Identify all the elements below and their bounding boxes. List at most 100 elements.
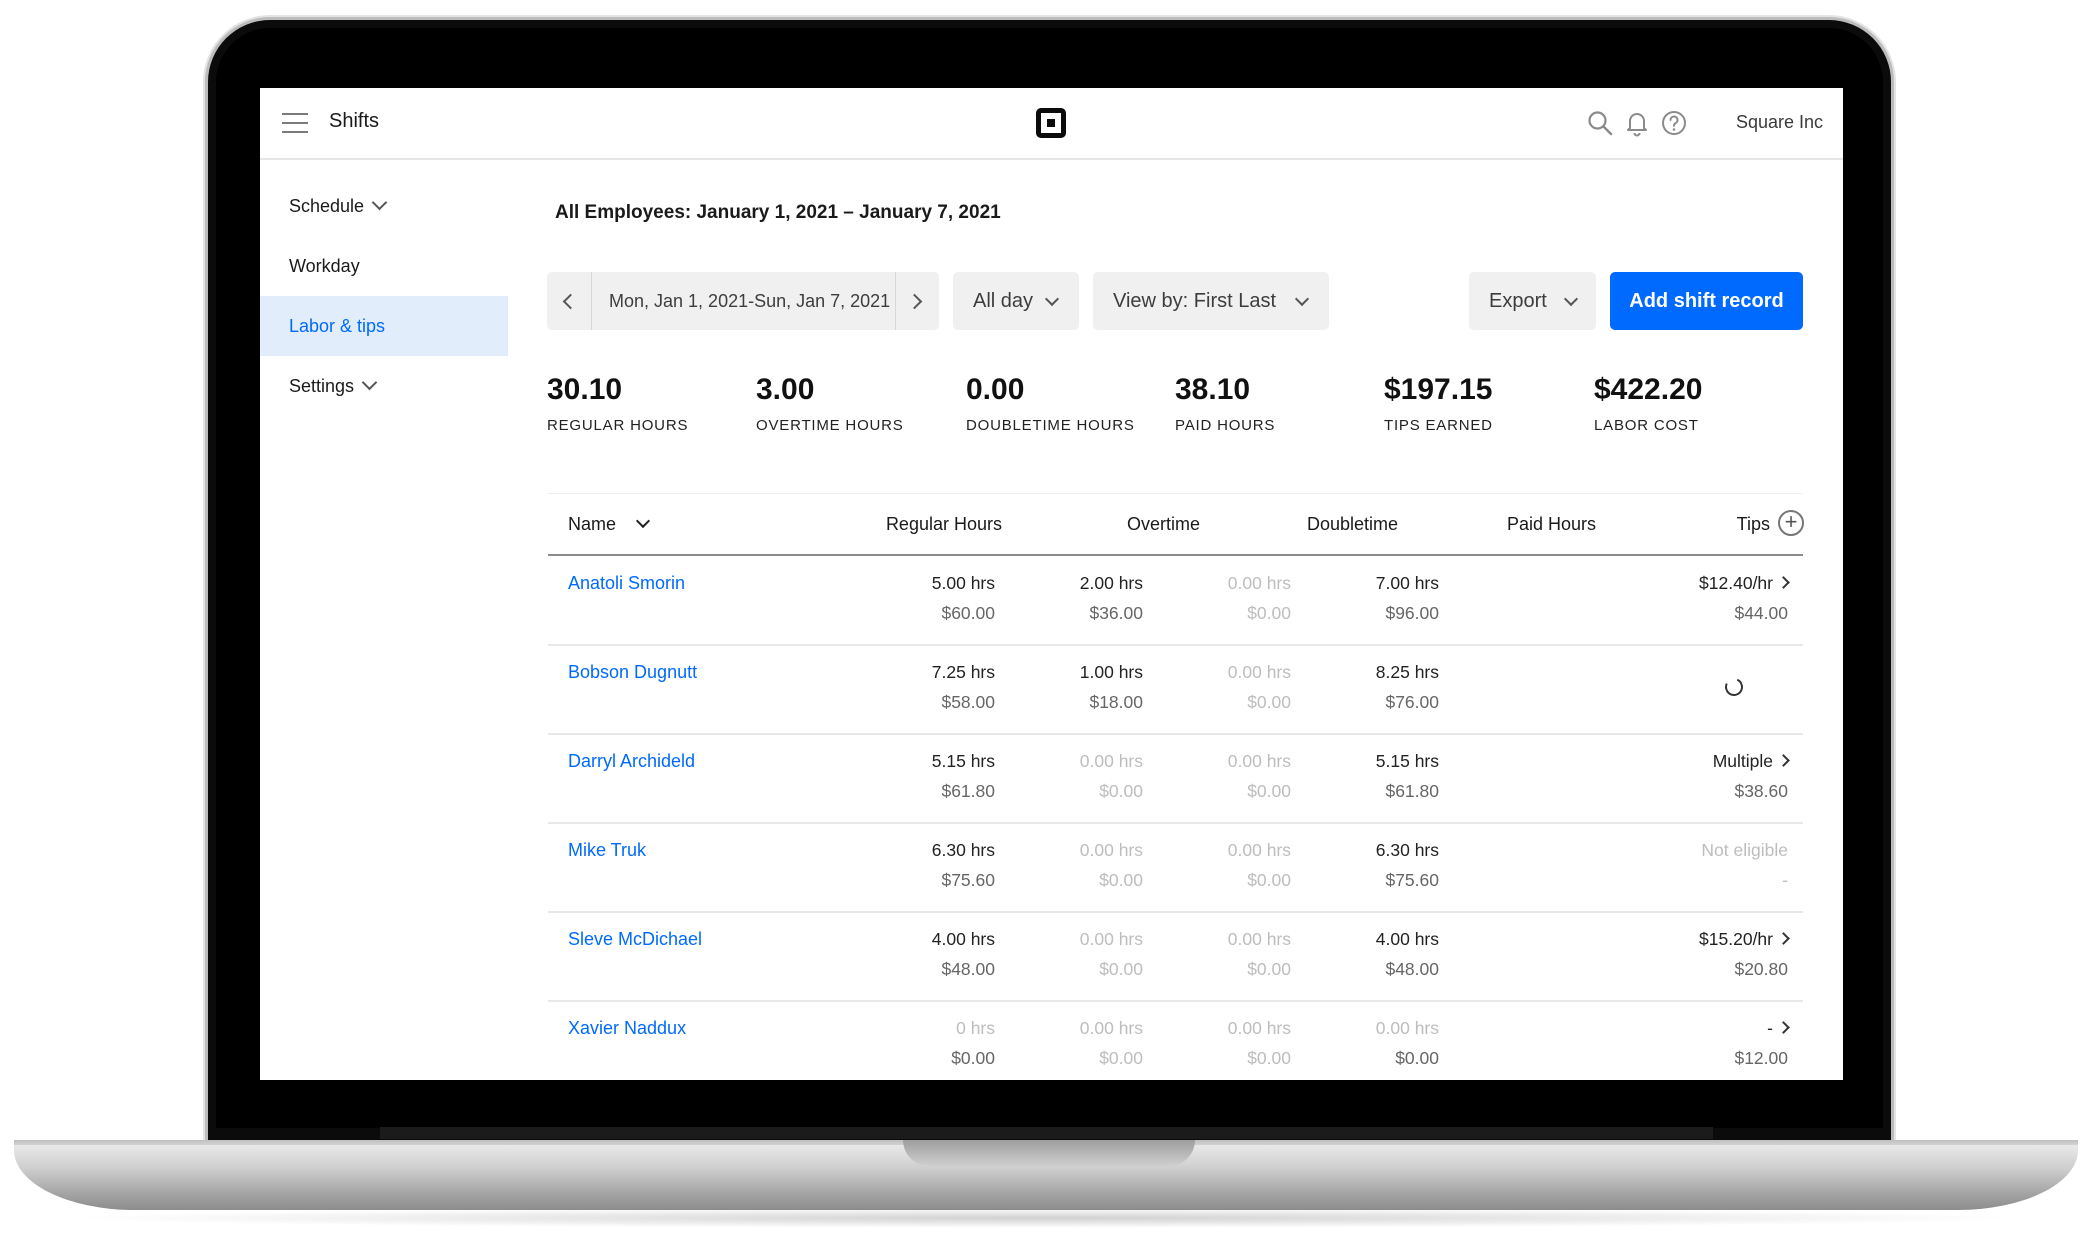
table-row[interactable]: Anatoli Smorin 5.00 hrs $60.00 2.00 hrs $36.… [548, 555, 1803, 646]
stat-value: $197.15 [1384, 373, 1493, 406]
cell-secondary-value: $75.60 [941, 870, 995, 890]
column-header-label: Name [568, 514, 617, 534]
cell-line-primary: 5.15 hrs [1376, 751, 1439, 772]
sidebar-item-schedule[interactable]: Schedule [260, 176, 508, 236]
column-header-doubletime[interactable]: Doubletime [1306, 514, 1398, 534]
square-logo-icon[interactable] [1036, 108, 1066, 138]
cell-secondary-value: $75.60 [1385, 870, 1439, 890]
employee-name-link[interactable]: Mike Truk [568, 840, 647, 860]
hamburger-icon[interactable] [282, 113, 308, 133]
cell-primary-value: 0.00 hrs [1079, 840, 1143, 860]
cell-line-primary: 0.00 hrs [1080, 840, 1143, 861]
cell-secondary-value: - [1782, 870, 1788, 890]
cell-primary-value: 5.00 hrs [931, 573, 995, 593]
cell-line-primary: 7.00 hrs [1376, 573, 1439, 594]
cell-primary-value: 0 hrs [956, 1018, 995, 1038]
stat-value: 0.00 [966, 373, 1025, 406]
employee-name-link[interactable]: Darryl Archideld [568, 751, 696, 771]
next-range-button[interactable] [895, 272, 939, 330]
cell-secondary-value: $0.00 [1247, 603, 1291, 623]
cell-primary-value: 6.30 hrs [931, 840, 995, 860]
cell-paid: 5.15 hrs $61.80 [1239, 733, 1439, 822]
sidebar-item-labor-tips[interactable]: Labor & tips [260, 296, 508, 356]
cell-primary-value: Multiple [1712, 751, 1773, 771]
cell-regular: 7.25 hrs $58.00 [795, 644, 995, 733]
cell-tips[interactable]: Not eligible - [1588, 822, 1788, 911]
add-shift-record-button[interactable]: Add shift record [1610, 272, 1803, 330]
organization-name[interactable]: Square Inc [1736, 112, 1824, 132]
cell-regular: 4.00 hrs $48.00 [795, 911, 995, 1000]
cell-regular: 6.30 hrs $75.60 [795, 822, 995, 911]
stat-value: 30.10 [547, 373, 623, 406]
cell-primary-value: 0.00 hrs [1227, 573, 1291, 593]
cell-primary-value: 0.00 hrs [1227, 751, 1291, 771]
cell-primary-value: 7.25 hrs [931, 662, 995, 682]
table-row[interactable]: Mike Truk 6.30 hrs $75.60 0.00 hrs $0.00 0.00… [548, 822, 1803, 913]
cell-tips[interactable]: $12.40/hr $44.00 [1588, 555, 1790, 644]
export-dropdown[interactable]: Export [1469, 272, 1596, 330]
cell-secondary-value: $36.00 [1089, 603, 1143, 623]
bell-icon[interactable] [1623, 109, 1651, 137]
chevron-right-icon [906, 293, 923, 310]
cell-tips[interactable]: - $12.00 [1588, 1000, 1790, 1080]
cell-paid: 0.00 hrs $0.00 [1239, 1000, 1439, 1080]
cell-secondary-value: $76.00 [1385, 692, 1439, 712]
cell-tips[interactable]: Multiple $38.60 [1588, 733, 1790, 822]
sidebar-item-settings[interactable]: Settings [260, 356, 508, 416]
cell-line-primary: $15.20/hr [1699, 929, 1790, 950]
cell-line-primary: 6.30 hrs [1376, 840, 1439, 861]
time-filter-dropdown[interactable]: All day [953, 272, 1079, 330]
cell-line-primary: Not eligible [1701, 840, 1788, 861]
cell-secondary-value: $0.00 [1247, 692, 1291, 712]
column-header-name[interactable]: Name [568, 494, 651, 554]
cell-overtime: 0.00 hrs $0.00 [943, 822, 1143, 911]
cell-primary-value: 0.00 hrs [1227, 1018, 1291, 1038]
cell-secondary-value: $0.00 [1395, 1048, 1439, 1068]
cell-tips[interactable]: $15.20/hr $20.80 [1588, 911, 1790, 1000]
cell-overtime: 2.00 hrs $36.00 [943, 555, 1143, 644]
column-header-overtime[interactable]: Overtime [1126, 514, 1200, 534]
table-row[interactable]: Bobson Dugnutt 7.25 hrs $58.00 1.00 hrs $18.… [548, 644, 1803, 735]
table-row[interactable]: Darryl Archideld 5.15 hrs $61.80 0.00 hrs $0… [548, 733, 1803, 824]
stat-tips-earned: $197.15 TIPS EARNED [1384, 373, 1493, 434]
stat-label: PAID HOURS [1175, 417, 1276, 434]
laptop-notch [903, 1140, 1195, 1166]
cell-primary-value: 0.00 hrs [1079, 929, 1143, 949]
chevron-down-icon [1563, 291, 1579, 307]
cell-line-primary: 7.25 hrs [932, 662, 995, 683]
view-by-dropdown[interactable]: View by: First Last [1093, 272, 1329, 330]
sidebar-item-label: Settings [289, 376, 355, 396]
employee-name-link[interactable]: Xavier Naddux [568, 1018, 687, 1038]
cell-paid: 4.00 hrs $48.00 [1239, 911, 1439, 1000]
column-header-tips[interactable]: Tips [1736, 514, 1770, 534]
employee-name-link[interactable]: Sleve McDichael [568, 929, 703, 949]
add-column-icon[interactable]: + [1778, 510, 1804, 536]
cell-paid: 7.00 hrs $96.00 [1239, 555, 1439, 644]
stat-labor-cost: $422.20 LABOR COST [1594, 373, 1702, 434]
table-row[interactable]: Sleve McDichael 4.00 hrs $48.00 0.00 hrs $0.… [548, 911, 1803, 1002]
employee-name-link[interactable]: Bobson Dugnutt [568, 662, 698, 682]
sidebar-item-workday[interactable]: Workday [260, 236, 508, 296]
search-icon[interactable] [1586, 109, 1614, 137]
cell-secondary-value: $61.80 [1385, 781, 1439, 801]
cell-line-primary: 1.00 hrs [1080, 662, 1143, 683]
chevron-left-icon [562, 293, 579, 310]
cell-line-primary: 8.25 hrs [1376, 662, 1439, 683]
help-icon[interactable] [1660, 109, 1688, 137]
date-range-label[interactable]: Mon, Jan 1, 2021-Sun, Jan 7, 2021 [609, 291, 891, 311]
cell-primary-value: 8.25 hrs [1375, 662, 1439, 682]
table-row[interactable]: Xavier Naddux 0 hrs $0.00 0.00 hrs $0.00 0.00… [548, 1000, 1803, 1080]
employee-name-link[interactable]: Anatoli Smorin [568, 573, 686, 593]
cell-overtime: 0.00 hrs $0.00 [943, 911, 1143, 1000]
column-header-paid-hours[interactable]: Paid Hours [1506, 514, 1596, 534]
column-header-regular-hours[interactable]: Regular Hours [885, 514, 1002, 534]
cell-secondary-value: $0.00 [1247, 870, 1291, 890]
cell-line-primary: 4.00 hrs [1376, 929, 1439, 950]
stat-value: 3.00 [756, 373, 815, 406]
cell-primary-value: $15.20/hr [1699, 929, 1773, 949]
app-title: Shifts [329, 110, 380, 132]
cell-secondary-value: $0.00 [1247, 959, 1291, 979]
chevron-right-icon [1777, 754, 1790, 767]
previous-range-button[interactable] [547, 272, 591, 330]
cell-regular: 0 hrs $0.00 [795, 1000, 995, 1080]
